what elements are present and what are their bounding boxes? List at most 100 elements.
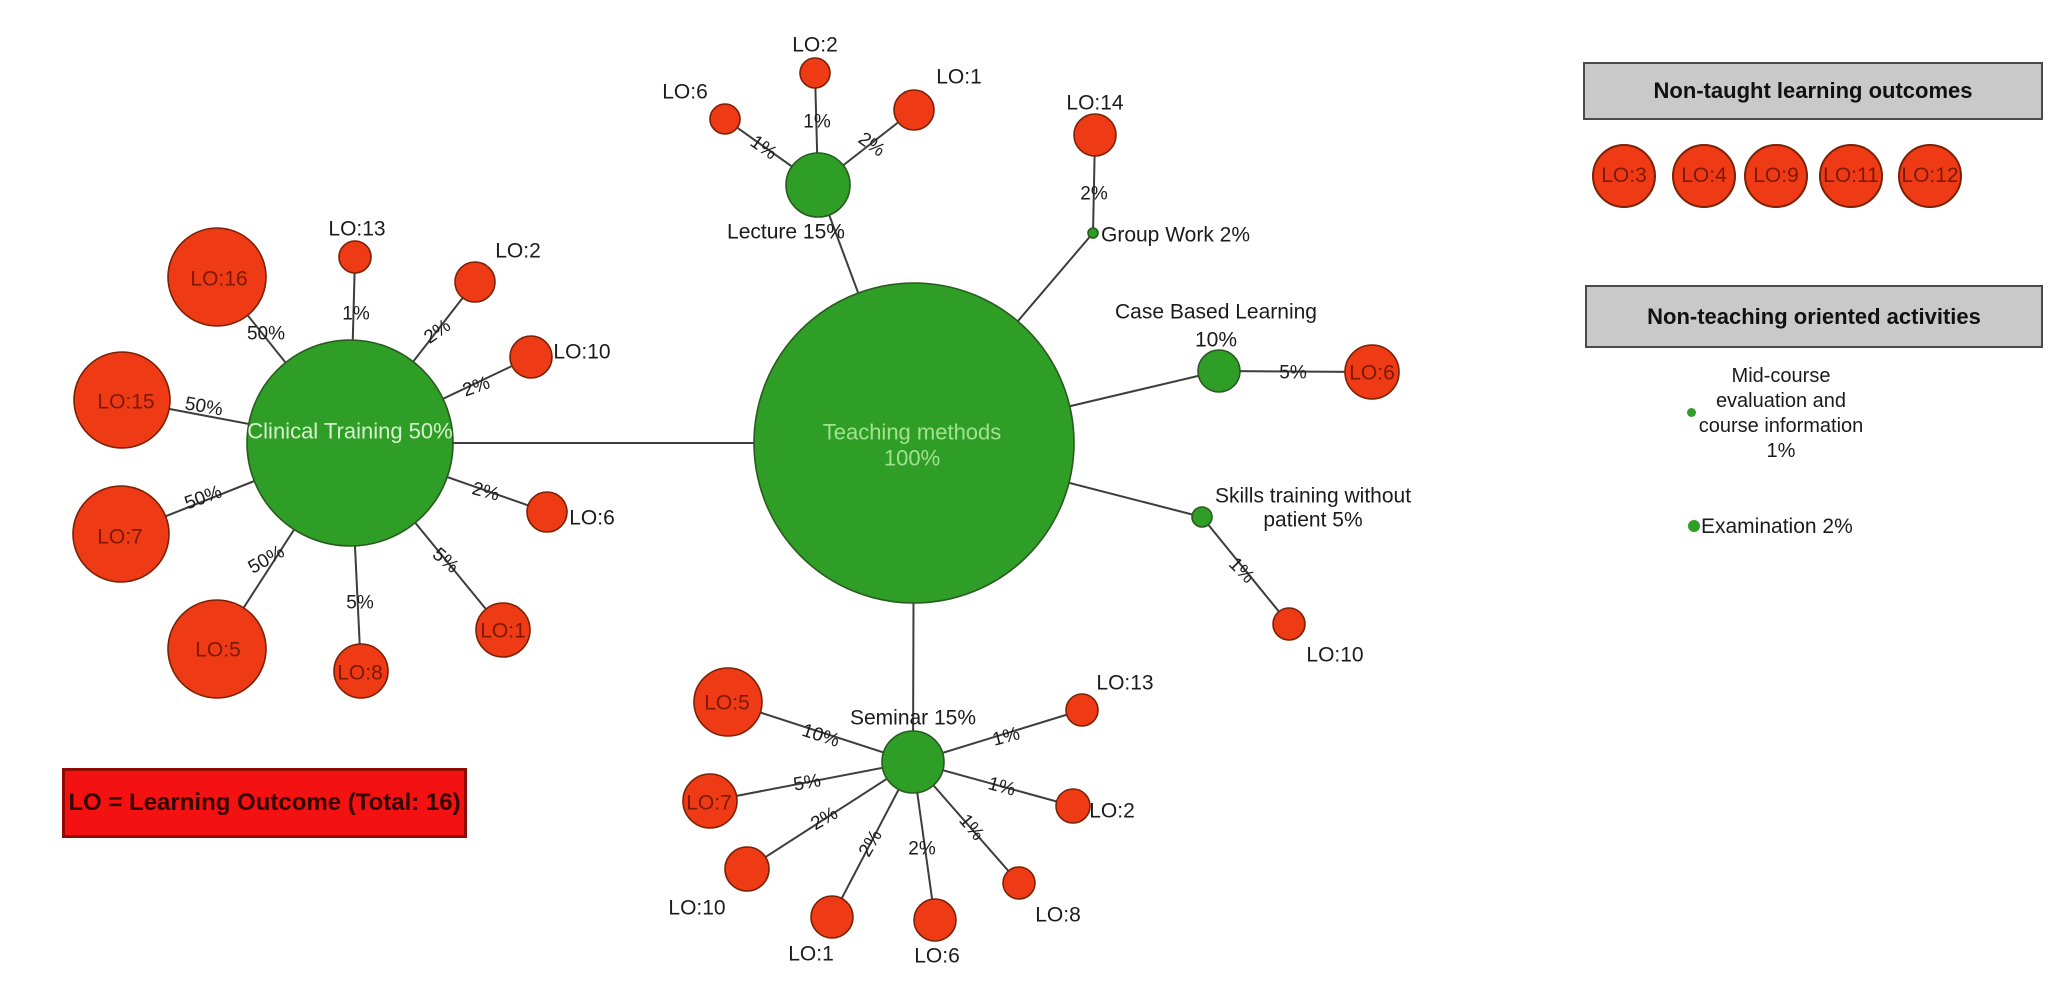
edge-label-grp_lo14: 2%: [1080, 184, 1108, 205]
non-taught-outcome-lo12-label: LO:12: [1901, 164, 1959, 187]
node-sem_lo7-outcome-circle: [682, 773, 738, 829]
non-taught-outcome-lo11-label: LO:11: [1823, 164, 1879, 187]
edge-label-ski_lo10: 1%: [1224, 554, 1258, 588]
edge-label-cli_lo15: 50%: [183, 393, 224, 420]
label-lec_lo2: LO:2: [792, 33, 838, 56]
label-teaching-0: Teaching methods: [823, 420, 1002, 445]
non-teaching-activities-header: Non-teaching oriented activities: [1585, 285, 2043, 348]
edge-label-lec_lo2: 1%: [803, 112, 831, 133]
label-ski_lo10: LO:10: [1306, 643, 1363, 666]
node-cli_lo10-outcome-circle: [509, 335, 553, 379]
node-teaching-method-circle: [753, 282, 1075, 604]
label-sem_lo13: LO:13: [1096, 671, 1153, 694]
examination-label: Examination 2%: [1701, 515, 1853, 538]
edge-label-sem_lo5: 10%: [799, 720, 842, 752]
label-skills-1: patient 5%: [1263, 508, 1362, 531]
non-taught-outcomes-title: Non-taught learning outcomes: [1653, 78, 1973, 103]
label-skills-0: Skills training without: [1215, 484, 1411, 507]
label-cli_lo2: LO:2: [495, 239, 541, 262]
node-cli_lo1-outcome-circle: [475, 602, 531, 658]
label-sem_lo6: LO:6: [914, 944, 960, 967]
legend-box: LO = Learning Outcome (Total: 16): [62, 768, 467, 838]
edge-label-sem_lo2: 1%: [986, 773, 1018, 800]
non-taught-outcome-lo9: LO:9: [1744, 144, 1808, 208]
mid-course-line-1: Mid-course: [1731, 365, 1831, 387]
edge-label-cli_lo16: 50%: [247, 324, 285, 345]
label-cli_lo5: LO:5: [195, 638, 241, 661]
edge-label-cli_lo6: 2%: [470, 478, 502, 505]
label-lec_lo1: LO:1: [936, 65, 982, 88]
node-sem_lo1-outcome-circle: [810, 895, 854, 939]
node-skills-method-circle: [1191, 506, 1213, 528]
label-grp_lo14: LO:14: [1066, 91, 1124, 114]
edge-sem_lo10-seminar: [746, 761, 914, 870]
label-cli_lo6: LO:6: [569, 506, 615, 529]
label-cli_lo16: LO:16: [190, 267, 247, 290]
edge-label-lec_lo6: 1%: [746, 131, 781, 164]
node-lec_lo1-outcome-circle: [893, 89, 935, 131]
edge-label-cli_lo1: 5%: [428, 544, 463, 578]
node-cli_lo6-outcome-circle: [526, 491, 568, 533]
edge-label-cli_lo13: 1%: [342, 304, 370, 325]
node-lecture-method-circle: [785, 152, 851, 218]
node-clinical-method-circle: [246, 339, 454, 547]
edge-label-cbl_lo6: 5%: [1279, 363, 1307, 384]
node-lec_lo2-outcome-circle: [799, 57, 831, 89]
mid-course-dot-icon: [1687, 408, 1696, 417]
edge-label-sem_lo6: 2%: [908, 839, 936, 860]
label-teaching-1: 100%: [884, 446, 940, 471]
non-teaching-activities-title: Non-teaching oriented activities: [1647, 303, 1981, 329]
label-cbl_lo6: LO:6: [1349, 361, 1395, 384]
node-cli_lo7-outcome-circle: [72, 485, 170, 583]
node-lec_lo6-outcome-circle: [709, 103, 741, 135]
edge-label-cli_lo2: 2%: [420, 315, 455, 348]
label-cli_lo13: LO:13: [328, 217, 385, 240]
node-cli_lo15-outcome-circle: [73, 351, 171, 449]
node-sem_lo2-outcome-circle: [1055, 788, 1091, 824]
non-taught-outcome-lo9-label: LO:9: [1753, 164, 1799, 187]
edge-sem_lo7-seminar: [709, 761, 914, 802]
node-sem_lo8-outcome-circle: [1002, 866, 1036, 900]
node-cli_lo16-outcome-circle: [167, 227, 267, 327]
non-taught-outcome-lo3-label: LO:3: [1601, 164, 1647, 187]
label-sem_lo10: LO:10: [668, 896, 725, 919]
edge-label-sem_lo1: 2%: [855, 826, 887, 860]
non-taught-outcome-lo11: LO:11: [1819, 144, 1883, 208]
label-cli_lo15: LO:15: [97, 390, 154, 413]
node-seminar-method-circle: [881, 730, 945, 794]
edge-label-sem_lo7: 5%: [792, 770, 823, 795]
non-taught-outcome-lo3: LO:3: [1592, 144, 1656, 208]
node-cbl-method-circle: [1197, 349, 1241, 393]
node-cli_lo2-outcome-circle: [454, 261, 496, 303]
label-sem_lo8: LO:8: [1035, 903, 1081, 926]
label-cli_lo7: LO:7: [97, 525, 143, 548]
label-clinical: Clinical Training 50%: [247, 419, 452, 444]
non-taught-outcomes-header: Non-taught learning outcomes: [1583, 62, 2043, 120]
node-cli_lo8-outcome-circle: [333, 643, 389, 699]
edge-label-sem_lo13: 1%: [990, 723, 1022, 750]
label-cbl-1: 10%: [1195, 328, 1237, 351]
label-sem_lo1: LO:1: [788, 942, 834, 965]
label-lecture: Lecture 15%: [727, 220, 845, 243]
label-groupwork: Group Work 2%: [1101, 223, 1250, 246]
node-cli_lo13-outcome-circle: [338, 240, 372, 274]
node-grp_lo14-outcome-circle: [1073, 113, 1117, 157]
label-cli_lo10: LO:10: [553, 340, 610, 363]
node-cli_lo5-outcome-circle: [167, 599, 267, 699]
non-taught-outcome-lo4-label: LO:4: [1681, 164, 1727, 187]
node-sem_lo6-outcome-circle: [913, 898, 957, 942]
node-cbl_lo6-outcome-circle: [1344, 344, 1400, 400]
node-sem_lo13-outcome-circle: [1065, 693, 1099, 727]
mid-course-line-3: course information: [1698, 415, 1864, 437]
edge-label-cli_lo7: 50%: [182, 482, 225, 515]
edge-ski_lo10-skills: [1201, 516, 1290, 625]
label-cbl-0: Case Based Learning: [1115, 300, 1317, 323]
non-taught-outcome-lo12: LO:12: [1898, 144, 1962, 208]
node-sem_lo5-outcome-circle: [693, 667, 763, 737]
label-seminar: Seminar 15%: [850, 706, 976, 729]
node-sem_lo10-outcome-circle: [724, 846, 770, 892]
examination-dot-icon: [1688, 520, 1700, 532]
mid-course-evaluation-label: Mid-course evaluation and course informa…: [1692, 364, 1870, 464]
